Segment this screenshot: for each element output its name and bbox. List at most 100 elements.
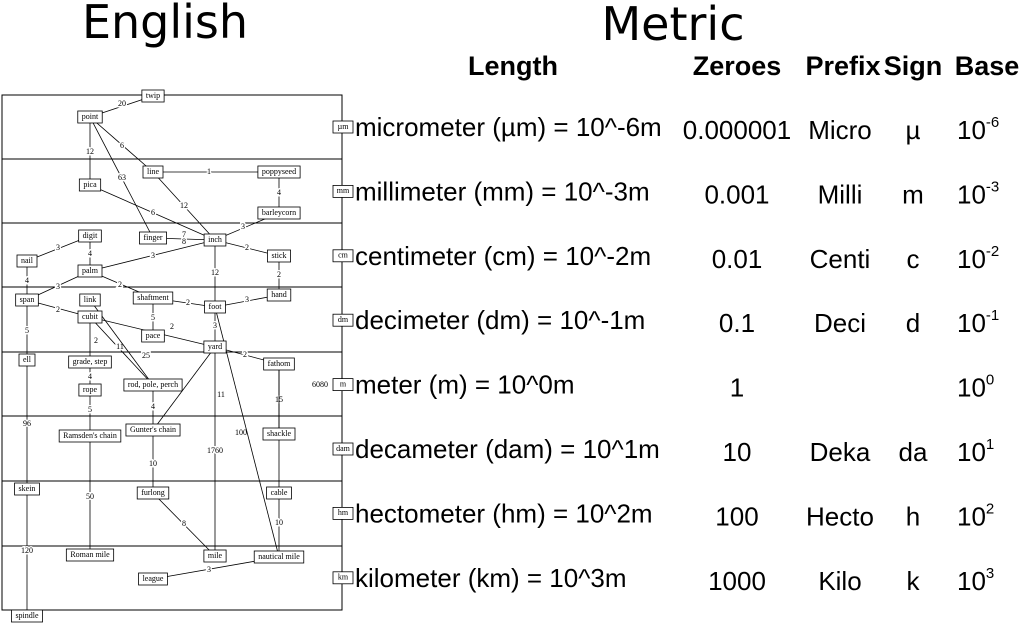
base: 10 [957, 179, 986, 209]
edge-label: 1760 [207, 446, 223, 455]
node-label: pica [83, 180, 97, 189]
edge-label: 2 [243, 350, 247, 359]
node-box [15, 293, 39, 307]
english-title: English [82, 0, 248, 49]
zeroes: 10 [723, 437, 752, 467]
edge-label: 1 [207, 167, 211, 176]
exponent: -1 [986, 307, 999, 324]
edge-label: 2 [170, 322, 174, 331]
node-box [65, 548, 115, 562]
node-box [203, 549, 227, 563]
edge-label: 5 [88, 405, 92, 414]
unit-abbr: mm [337, 186, 350, 195]
node-label: span [20, 295, 35, 304]
edge-label: 3 [241, 222, 245, 231]
edge-label: 11 [116, 342, 124, 351]
edge-label: 4 [25, 276, 29, 285]
node-box [125, 423, 181, 437]
unit-box [332, 313, 354, 327]
zeroes: 1000 [708, 566, 766, 596]
node-label: point [82, 112, 99, 121]
edge-label: 63 [118, 173, 126, 182]
nodes: twip point line poppyseed pica barleycorn digi… [11, 89, 305, 623]
edge-label: 3 [56, 243, 60, 252]
unit-box [332, 249, 354, 263]
node-box [132, 291, 174, 305]
edge-label: 2 [186, 298, 190, 307]
zeroes: 0.1 [719, 308, 755, 338]
edge [89, 239, 216, 272]
length-text: decameter (dam) = 10^1m [355, 434, 660, 464]
prefix: Deka [810, 437, 871, 467]
edge-label: 3 [213, 321, 217, 330]
node-box [257, 165, 301, 179]
node-box [78, 229, 102, 243]
node-box [136, 486, 170, 500]
node-box [77, 110, 103, 124]
column-header: Base [955, 51, 1020, 81]
base: 10 [957, 308, 986, 338]
node-box [78, 178, 102, 192]
unit-abbr: dm [338, 315, 349, 324]
unit-box [332, 184, 354, 198]
node-box [257, 206, 301, 220]
column-header: Prefix [805, 51, 880, 81]
node-label: grade, step [73, 357, 108, 366]
edge-label: 2 [118, 280, 122, 289]
node-box [68, 355, 112, 369]
edge-label: 12 [180, 201, 188, 210]
edge-label: 96 [23, 419, 31, 428]
prefix: Kilo [818, 566, 861, 596]
prefix: Hecto [806, 501, 874, 531]
length-text: decimeter (dm) = 10^-1m [355, 305, 645, 335]
node-box [141, 89, 165, 103]
node-label: inch [208, 235, 222, 244]
edge-label: 5 [151, 313, 155, 322]
unit-abbr: km [338, 573, 349, 582]
column-header: Sign [884, 51, 943, 81]
node-label: finger [143, 233, 162, 242]
exponent: 3 [986, 565, 994, 582]
edge-label: 6 [151, 208, 155, 217]
edge-label: 20 [118, 99, 126, 108]
node-label: shaftment [137, 293, 169, 302]
node-box [18, 353, 36, 367]
zeroes: 1 [730, 373, 744, 403]
node-label: hand [271, 290, 287, 299]
node-box [16, 254, 38, 268]
node-label: foot [209, 302, 223, 311]
edge-label: 6080 [312, 380, 328, 389]
node-label: poppyseed [262, 167, 296, 176]
edge-label: 5 [25, 326, 29, 335]
base: 10 [957, 244, 986, 274]
edge-label: 10 [149, 459, 157, 468]
edge-label: 100 [235, 428, 247, 437]
edge-label: 4 [151, 402, 155, 411]
unit-box [332, 120, 354, 134]
edge-label: 12 [211, 268, 219, 277]
edge [152, 346, 216, 431]
sign: c [907, 244, 920, 274]
node-label: Ramsden's chain [63, 431, 117, 440]
node-box [79, 293, 101, 307]
node-box [138, 572, 168, 586]
node-label: rope [83, 385, 98, 394]
zeroes: 100 [715, 501, 758, 531]
node-label: cubit [82, 312, 99, 321]
node-label: palm [82, 266, 99, 275]
node-box [266, 288, 292, 302]
node-label: line [147, 167, 159, 176]
node-label: fathom [268, 359, 291, 368]
node-label: yard [208, 342, 222, 351]
unit-abbr: µm [338, 122, 350, 131]
node-box [262, 427, 296, 441]
sign: m [902, 179, 924, 209]
edge-label: 3 [245, 295, 249, 304]
sign: d [906, 308, 920, 338]
node-label: shackle [267, 429, 291, 438]
node-label: digit [83, 231, 98, 240]
edge-denominator: 8 [182, 237, 186, 246]
node-label: cable [271, 488, 288, 497]
